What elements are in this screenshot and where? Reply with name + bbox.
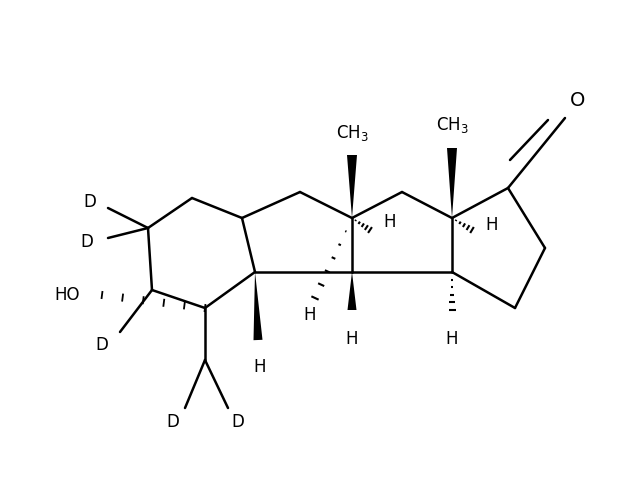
Text: H: H — [445, 330, 458, 348]
Text: CH$_3$: CH$_3$ — [436, 115, 468, 135]
Text: D: D — [80, 233, 93, 251]
Text: D: D — [166, 413, 179, 431]
Polygon shape — [348, 272, 356, 310]
Text: O: O — [570, 91, 586, 109]
Text: H: H — [346, 330, 358, 348]
Text: D: D — [232, 413, 244, 431]
Text: CH$_3$: CH$_3$ — [335, 123, 369, 143]
Polygon shape — [447, 148, 457, 218]
Text: HO: HO — [54, 286, 80, 304]
Text: H: H — [383, 213, 396, 231]
Polygon shape — [347, 155, 357, 218]
Text: H: H — [485, 216, 497, 234]
Polygon shape — [253, 272, 262, 340]
Text: H: H — [253, 358, 266, 376]
Text: D: D — [95, 336, 108, 354]
Text: H: H — [304, 306, 316, 324]
Text: D: D — [83, 193, 96, 211]
